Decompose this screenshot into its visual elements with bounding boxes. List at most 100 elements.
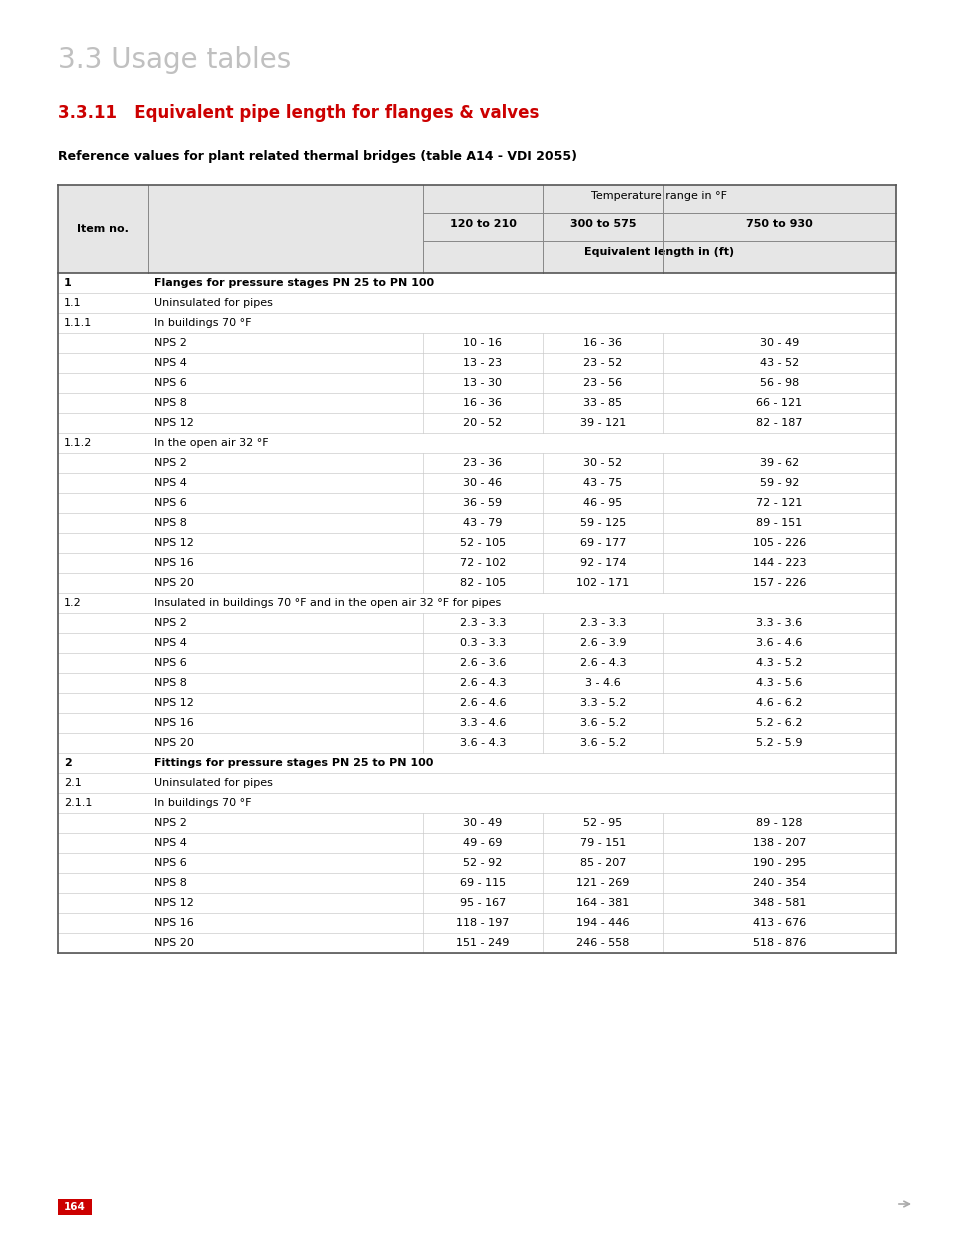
Text: Item no.: Item no.	[77, 224, 129, 234]
Text: Flanges for pressure stages PN 25 to PN 100: Flanges for pressure stages PN 25 to PN …	[153, 278, 434, 288]
Text: 39 - 121: 39 - 121	[579, 418, 625, 428]
Text: 56 - 98: 56 - 98	[760, 377, 799, 387]
Text: 3.3 - 4.6: 3.3 - 4.6	[459, 719, 506, 729]
Text: In the open air 32 °F: In the open air 32 °F	[153, 438, 269, 448]
Text: 66 - 121: 66 - 121	[756, 398, 801, 408]
Text: NPS 16: NPS 16	[153, 719, 193, 729]
Text: 92 - 174: 92 - 174	[579, 558, 625, 568]
Text: 1: 1	[64, 278, 71, 288]
Bar	[58, 433, 895, 453]
Text: 30 - 49: 30 - 49	[463, 818, 502, 828]
Text: Temperature range in °F: Temperature range in °F	[591, 191, 727, 201]
Bar	[58, 413, 895, 433]
Text: NPS 6: NPS 6	[153, 377, 187, 387]
Text: 30 - 49: 30 - 49	[760, 339, 799, 349]
Text: NPS 6: NPS 6	[153, 658, 187, 668]
Text: Uninsulated for pipes: Uninsulated for pipes	[153, 298, 273, 308]
Text: 39 - 62: 39 - 62	[760, 458, 799, 468]
Text: 3.6 - 4.6: 3.6 - 4.6	[756, 638, 801, 648]
Text: 1.1.2: 1.1.2	[64, 438, 92, 448]
Text: NPS 12: NPS 12	[153, 538, 193, 548]
Bar	[58, 673, 895, 693]
Text: 46 - 95: 46 - 95	[583, 498, 622, 508]
Text: 43 - 79: 43 - 79	[463, 518, 502, 528]
Text: NPS 2: NPS 2	[153, 618, 187, 628]
Text: 2.3 - 3.3: 2.3 - 3.3	[459, 618, 506, 628]
Text: Fittings for pressure stages PN 25 to PN 100: Fittings for pressure stages PN 25 to PN…	[153, 757, 433, 767]
Text: 2.6 - 4.3: 2.6 - 4.3	[459, 678, 506, 688]
Text: 49 - 69: 49 - 69	[463, 838, 502, 848]
Bar	[58, 273, 895, 293]
Text: 750 to 930: 750 to 930	[745, 219, 812, 229]
Bar	[58, 573, 895, 593]
Text: 2.3 - 3.3: 2.3 - 3.3	[579, 618, 625, 628]
Text: NPS 12: NPS 12	[153, 698, 193, 709]
Text: 151 - 249: 151 - 249	[456, 938, 509, 948]
Text: NPS 8: NPS 8	[153, 518, 187, 528]
Text: 2.6 - 4.6: 2.6 - 4.6	[459, 698, 506, 709]
Text: 82 - 105: 82 - 105	[459, 578, 506, 588]
Bar	[58, 372, 895, 393]
Text: 0.3 - 3.3: 0.3 - 3.3	[459, 638, 506, 648]
Text: 52 - 92: 52 - 92	[463, 858, 502, 868]
Text: 43 - 75: 43 - 75	[583, 478, 622, 488]
Text: 190 - 295: 190 - 295	[752, 858, 805, 868]
Bar	[58, 853, 895, 873]
Text: 164 - 381: 164 - 381	[576, 898, 629, 908]
Text: 3.6 - 5.2: 3.6 - 5.2	[579, 739, 625, 747]
Text: NPS 4: NPS 4	[153, 478, 187, 488]
Text: 1.1.1: 1.1.1	[64, 319, 92, 329]
Text: 36 - 59: 36 - 59	[463, 498, 502, 508]
Text: 120 to 210: 120 to 210	[449, 219, 516, 229]
Text: 1.1: 1.1	[64, 298, 82, 308]
Bar	[58, 473, 895, 493]
Bar	[58, 772, 895, 793]
Text: 85 - 207: 85 - 207	[579, 858, 625, 868]
Text: NPS 20: NPS 20	[153, 578, 193, 588]
Bar	[58, 593, 895, 613]
Text: 138 - 207: 138 - 207	[752, 838, 805, 848]
Text: 164: 164	[64, 1203, 86, 1213]
Text: 4.3 - 5.6: 4.3 - 5.6	[756, 678, 801, 688]
Text: 20 - 52: 20 - 52	[463, 418, 502, 428]
Text: 2.6 - 4.3: 2.6 - 4.3	[579, 658, 625, 668]
Text: NPS 8: NPS 8	[153, 398, 187, 408]
Text: 23 - 56: 23 - 56	[583, 377, 622, 387]
Text: NPS 6: NPS 6	[153, 858, 187, 868]
Bar	[58, 873, 895, 893]
Text: 79 - 151: 79 - 151	[579, 838, 625, 848]
Text: 23 - 52: 23 - 52	[583, 357, 622, 367]
Bar	[58, 393, 895, 413]
Text: 72 - 102: 72 - 102	[459, 558, 506, 568]
Text: NPS 16: NPS 16	[153, 558, 193, 568]
Text: 157 - 226: 157 - 226	[752, 578, 805, 588]
Text: 194 - 446: 194 - 446	[576, 918, 629, 928]
Text: 4.3 - 5.2: 4.3 - 5.2	[756, 658, 801, 668]
Bar	[58, 833, 895, 853]
Text: 3.3 Usage tables: 3.3 Usage tables	[58, 46, 291, 74]
Text: 10 - 16: 10 - 16	[463, 339, 502, 349]
Text: 348 - 581: 348 - 581	[752, 898, 805, 908]
Text: 69 - 115: 69 - 115	[459, 878, 505, 888]
Bar	[58, 752, 895, 772]
Text: NPS 12: NPS 12	[153, 898, 193, 908]
Bar	[58, 1199, 91, 1215]
Text: NPS 8: NPS 8	[153, 678, 187, 688]
Text: 72 - 121: 72 - 121	[756, 498, 801, 508]
Text: 5.2 - 6.2: 5.2 - 6.2	[756, 719, 801, 729]
Text: NPS 20: NPS 20	[153, 938, 193, 948]
Text: 89 - 128: 89 - 128	[756, 818, 801, 828]
Text: 43 - 52: 43 - 52	[760, 357, 799, 367]
Text: 121 - 269: 121 - 269	[576, 878, 629, 888]
Text: 118 - 197: 118 - 197	[456, 918, 509, 928]
Text: NPS 16: NPS 16	[153, 918, 193, 928]
Bar	[58, 314, 895, 334]
Bar	[58, 493, 895, 513]
Text: 1.2: 1.2	[64, 598, 82, 608]
Text: 3.3.11   Equivalent pipe length for flanges & valves: 3.3.11 Equivalent pipe length for flange…	[58, 104, 538, 122]
Text: 89 - 151: 89 - 151	[756, 518, 801, 528]
Text: 246 - 558: 246 - 558	[576, 938, 629, 948]
Bar	[58, 513, 895, 533]
Bar	[58, 453, 895, 473]
Text: 102 - 171: 102 - 171	[576, 578, 629, 588]
